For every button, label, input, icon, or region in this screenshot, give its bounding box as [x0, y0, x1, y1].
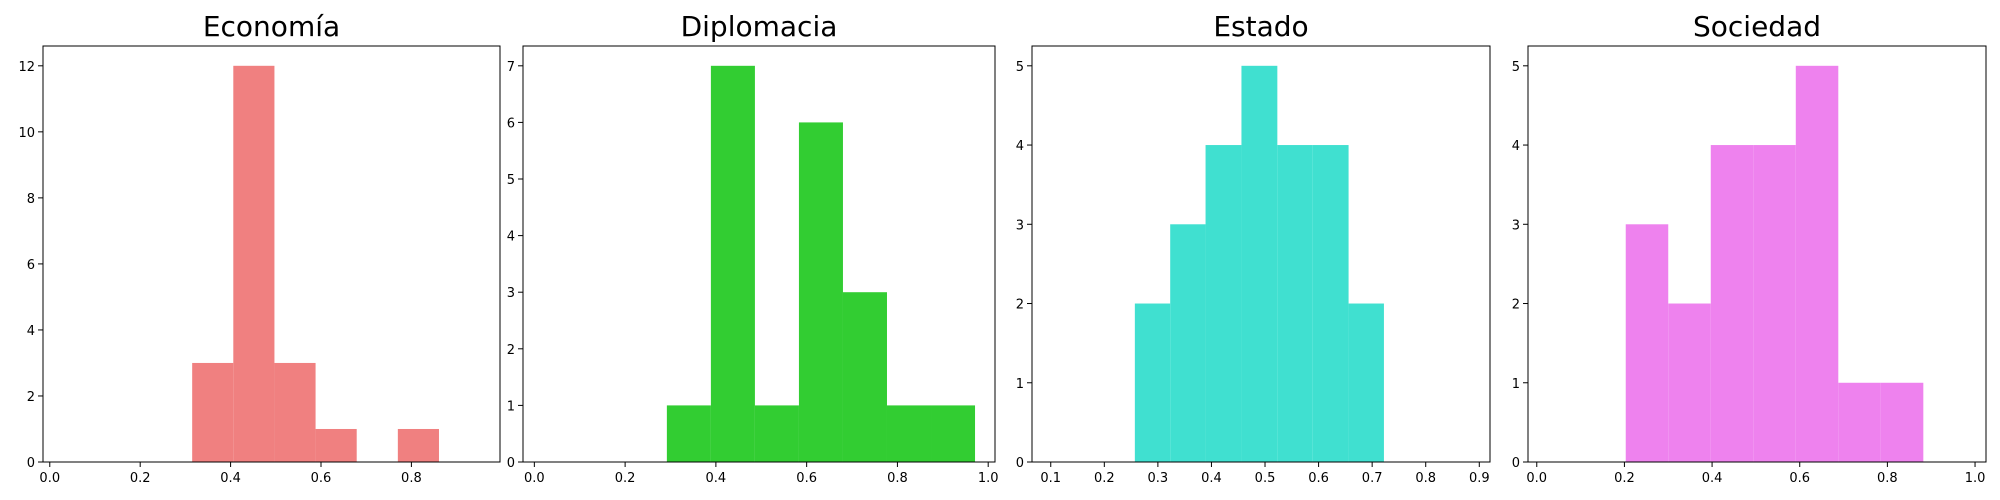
- histogram-bar: [1880, 382, 1924, 462]
- panel-diplomacia: Diplomacia 0.0 0.2 0.4 0.6 0.8 1.0 0 1 2 3 4 5 6 7: [507, 10, 999, 486]
- axes-frame: [1031, 45, 1491, 463]
- histogram-bar: [798, 122, 843, 462]
- x-tick-label: 0.4: [220, 471, 241, 486]
- y-tick-label: 5: [1512, 60, 1520, 75]
- y-tick-label: 0: [507, 456, 515, 471]
- x-tick-label: 0.1: [1040, 471, 1061, 486]
- y-tick-label: 1: [507, 399, 515, 414]
- histogram-bar: [192, 362, 234, 462]
- y-tick-label: 4: [27, 324, 35, 339]
- histogram-bar: [1348, 303, 1384, 462]
- histogram-bar: [1134, 303, 1171, 462]
- panel-title: Economía: [203, 10, 340, 43]
- x-tick-label: 0.2: [615, 471, 636, 486]
- histogram-bar: [1838, 382, 1881, 462]
- histogram-bar: [842, 292, 887, 462]
- y-tick-label: 4: [1016, 139, 1024, 154]
- histogram-bar: [1710, 145, 1754, 463]
- histogram-bar: [666, 405, 711, 462]
- y-tick-label: 1: [1016, 377, 1024, 392]
- histogram-bar: [274, 362, 316, 462]
- panel-title: Estado: [1213, 10, 1308, 43]
- y-tick-label: 0: [1512, 456, 1520, 471]
- y-tick-label: 6: [27, 258, 35, 273]
- histogram-bar: [1753, 145, 1796, 463]
- x-tick-label: 0.4: [1702, 471, 1723, 486]
- histogram-bar: [1205, 145, 1242, 463]
- histogram-bar: [315, 428, 357, 462]
- x-tick-label: 1.0: [978, 471, 999, 486]
- y-tick-label: 2: [507, 343, 515, 358]
- histogram-bar: [1668, 303, 1711, 462]
- y-tick-label: 0: [1016, 456, 1024, 471]
- histogram-bar: [1795, 65, 1839, 463]
- x-tick-label: 0.0: [1526, 471, 1547, 486]
- x-tick-label: 0.6: [1789, 471, 1810, 486]
- axes-frame: [1527, 45, 1987, 463]
- y-tick-label: 0: [27, 456, 35, 471]
- histogram-bar: [397, 428, 439, 462]
- x-tick-label: 0.0: [39, 471, 60, 486]
- axes-frame: [42, 45, 501, 463]
- x-tick-label: 0.2: [1614, 471, 1635, 486]
- x-tick-label: 0.2: [130, 471, 151, 486]
- x-tick-label: 1.0: [1965, 471, 1986, 486]
- x-tick-label: 0.7: [1362, 471, 1383, 486]
- histogram-bar: [886, 405, 932, 462]
- histogram-bar: [1241, 65, 1278, 463]
- x-tick-label: 0.6: [311, 471, 332, 486]
- y-tick-label: 2: [1016, 298, 1024, 313]
- histogram-bar: [1312, 145, 1349, 463]
- histogram-bar: [1277, 145, 1313, 463]
- y-tick-label: 1: [1512, 377, 1520, 392]
- histogram-bar: [1170, 224, 1206, 462]
- y-tick-label: 2: [27, 390, 35, 405]
- y-tick-label: 7: [507, 60, 515, 75]
- panel-title: Diplomacia: [681, 10, 838, 43]
- y-tick-label: 2: [1512, 298, 1520, 313]
- histogram-bar: [233, 65, 275, 463]
- x-tick-label: 0.8: [401, 471, 422, 486]
- panel-estado: Estado 0.1 0.2 0.3 0.4 0.5 0.6 0.7 0.8 0.9 0 1 2 3 4 5: [1016, 10, 1491, 486]
- x-tick-label: 0.6: [1308, 471, 1329, 486]
- y-tick-label: 4: [507, 230, 515, 245]
- panel-economia: Economía 0.0 0.2 0.4 0.6 0.8 0 2 4 6 8 10 12: [18, 10, 501, 486]
- panel-title: Sociedad: [1693, 10, 1821, 43]
- axes-frame: [522, 45, 996, 463]
- x-tick-label: 0.6: [796, 471, 817, 486]
- y-tick-label: 5: [1016, 60, 1024, 75]
- y-tick-label: 4: [1512, 139, 1520, 154]
- y-tick-label: 3: [507, 286, 515, 301]
- x-tick-label: 0.8: [887, 471, 908, 486]
- x-tick-label: 0.9: [1469, 471, 1490, 486]
- x-tick-label: 0.4: [1201, 471, 1222, 486]
- y-tick-label: 8: [27, 192, 35, 207]
- x-tick-label: 0.8: [1415, 471, 1436, 486]
- x-tick-label: 0.0: [524, 471, 545, 486]
- y-tick-label: 3: [1016, 218, 1024, 233]
- histogram-bar: [931, 405, 976, 462]
- histogram-bar: [754, 405, 799, 462]
- y-tick-label: 3: [1512, 218, 1520, 233]
- x-tick-label: 0.8: [1877, 471, 1898, 486]
- y-tick-label: 5: [507, 173, 515, 188]
- panel-sociedad: Sociedad 0.0 0.2 0.4 0.6 0.8 1.0 0 1 2 3 4 5: [1512, 10, 1987, 486]
- x-tick-label: 0.5: [1255, 471, 1276, 486]
- histogram-bar: [710, 65, 755, 463]
- y-tick-label: 6: [507, 116, 515, 131]
- x-tick-label: 0.3: [1148, 471, 1169, 486]
- y-tick-label: 12: [18, 60, 35, 75]
- histogram-bar: [1625, 224, 1669, 462]
- x-tick-label: 0.4: [706, 471, 727, 486]
- y-tick-label: 10: [18, 126, 35, 141]
- x-tick-label: 0.2: [1094, 471, 1115, 486]
